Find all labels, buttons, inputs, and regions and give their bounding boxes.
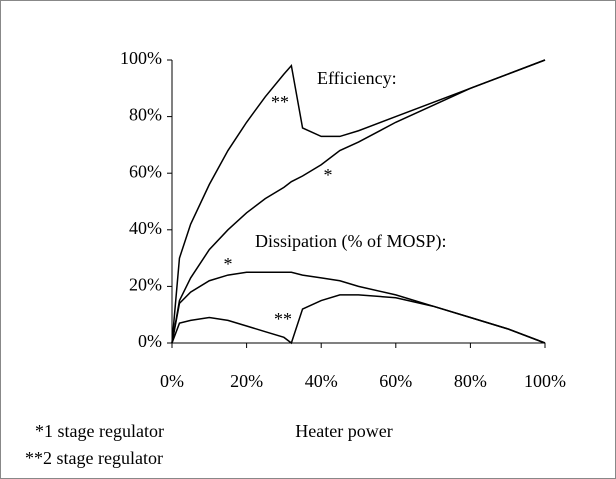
x-tick-label: 80% (454, 371, 487, 391)
annotation: *1 stage regulator (35, 421, 164, 441)
series-label: ** (274, 309, 292, 329)
series-line (171, 59, 546, 344)
y-tick-label: 80% (129, 105, 162, 125)
series-label: ** (271, 92, 289, 112)
annotation: **2 stage regulator (25, 448, 163, 468)
x-tick-label: 60% (379, 371, 412, 391)
y-tick-label: 40% (129, 218, 162, 238)
series-line (171, 59, 546, 344)
y-tick-label: 60% (129, 161, 162, 181)
series-label: * (324, 165, 333, 185)
x-tick-label: 0% (160, 371, 184, 391)
x-tick-label: 20% (230, 371, 263, 391)
y-tick-label: 0% (138, 331, 162, 351)
y-tick-label: 20% (129, 275, 162, 295)
series-line (171, 294, 546, 345)
annotation: Efficiency: (317, 68, 397, 88)
x-tick-label: 100% (524, 371, 566, 391)
annotation: Dissipation (% of MOSP): (255, 231, 447, 252)
x-tick-label: 40% (305, 371, 338, 391)
series-label: * (224, 254, 233, 274)
y-tick-label: 100% (120, 48, 162, 68)
x-axis-label: Heater power (295, 421, 392, 441)
